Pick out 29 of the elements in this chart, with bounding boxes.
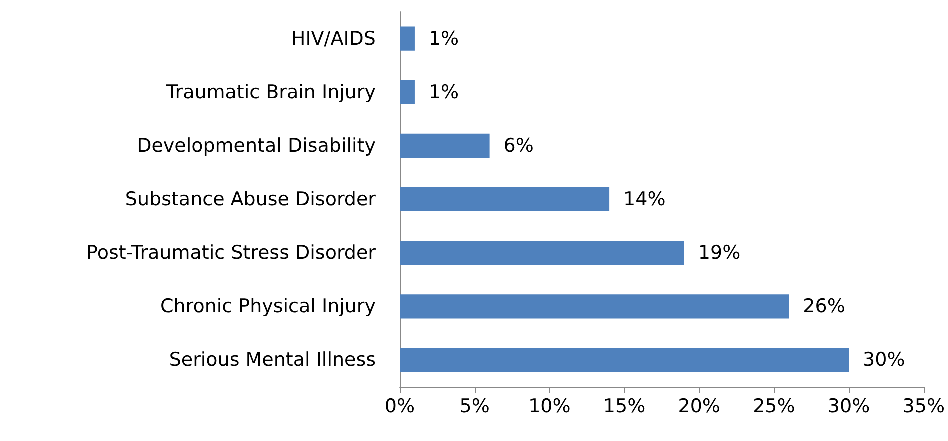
y-tick-label: Developmental Disability [137,134,376,157]
x-tick-label: 20% [678,396,720,418]
data-label: 19% [698,242,741,264]
bar [400,80,415,104]
bar [400,187,610,212]
y-tick-label: Substance Abuse Disorder [125,188,376,210]
y-tick-label: Traumatic Brain Injury [165,81,376,104]
data-label: 30% [863,349,906,372]
x-tick-label: 0% [384,396,416,418]
data-label: 1% [428,81,460,104]
x-tick-label: 10% [528,396,571,418]
data-label: 6% [504,134,534,157]
x-tick-label: 30% [828,396,870,418]
y-tick-label: HIV/AIDS [291,28,376,50]
data-label: 26% [803,296,846,318]
data-label: 14% [624,188,666,210]
bar [400,294,790,319]
x-tick-label: 5% [460,396,490,418]
data-label: 1% [428,28,460,50]
x-tick-label: 25% [753,396,796,418]
x-tick-label: 15% [603,396,646,418]
x-tick-label: 35% [902,396,945,418]
bar [400,241,684,266]
bar [400,26,415,51]
bar [400,348,850,372]
y-tick-label: Serious Mental Illness [169,349,376,372]
y-tick-label: Chronic Physical Injury [160,296,376,318]
y-tick-label: Post-Traumatic Stress Disorder [86,242,376,264]
bar [400,134,490,158]
